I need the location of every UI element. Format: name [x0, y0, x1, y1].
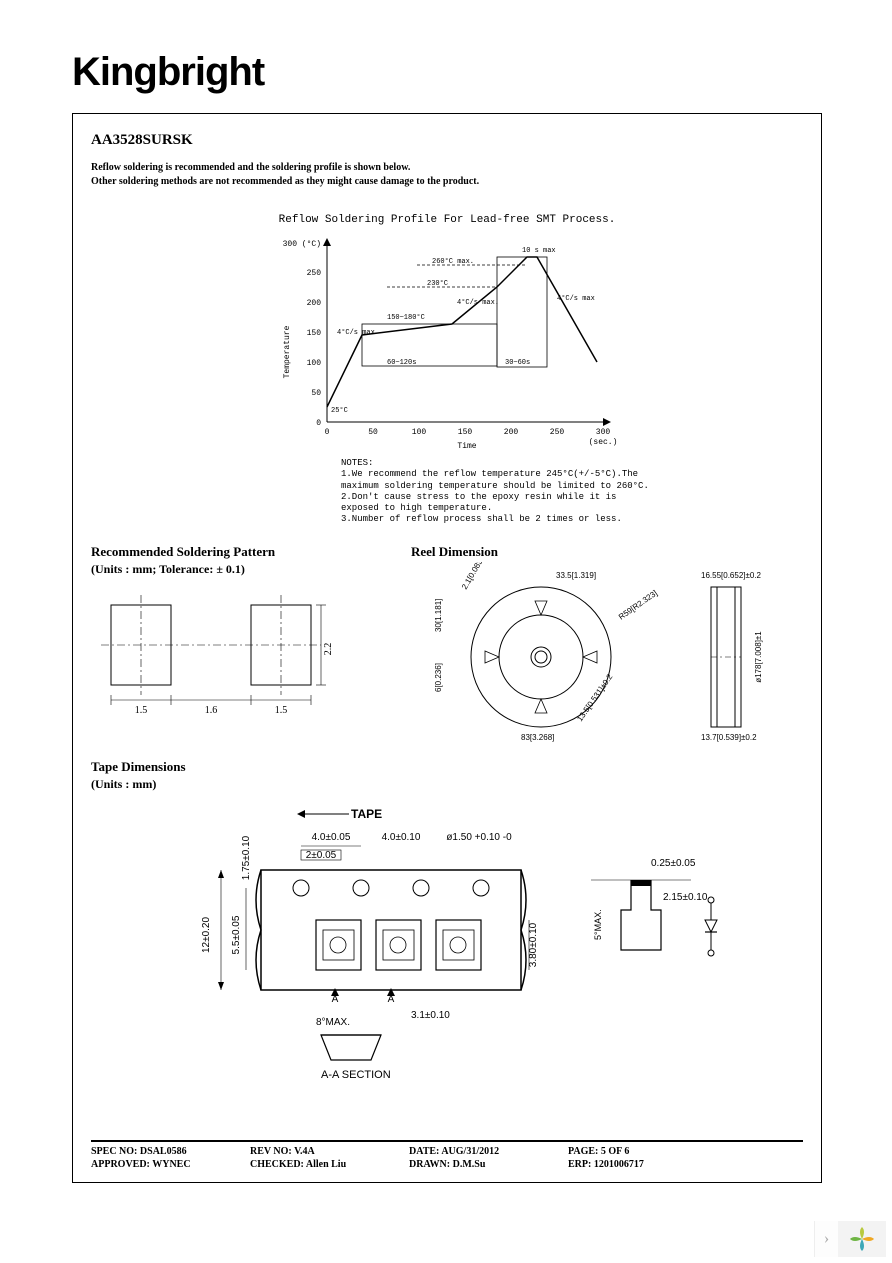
reel-dim-h: 13.5[0.531]±0.2	[575, 672, 615, 723]
reel-title: Reel Dimension	[411, 544, 803, 560]
reel-dim-g: ø178[7.008]±1	[754, 630, 763, 682]
ytick: 150	[307, 329, 322, 338]
dim-h: 2.2	[323, 642, 334, 655]
page-val: 5 OF 6	[601, 1146, 630, 1157]
spec-label: SPEC NO:	[91, 1146, 137, 1157]
ytick: 50	[311, 389, 321, 398]
anno-preheat-time: 60~120s	[387, 359, 416, 367]
reel-dim-a: 33.5[1.319]	[556, 571, 596, 580]
checked-val: Allen Liu	[306, 1159, 346, 1170]
date-val: AUG/31/2012	[441, 1146, 499, 1157]
soldering-drawing: 2.2 1.5 1.6 1.5	[91, 585, 351, 715]
tape-drawing: TAPE	[91, 800, 791, 1080]
xtick: 250	[550, 428, 565, 437]
xtick: 300	[596, 428, 611, 437]
y-unit: 300 (°C)	[283, 240, 321, 249]
tape-dim-w: 12±0.20	[201, 916, 212, 953]
rev-label: REV NO:	[250, 1146, 292, 1157]
notes-header: NOTES:	[341, 458, 651, 469]
ytick: 0	[316, 419, 321, 428]
tape-dim-p2: 4.0±0.05	[312, 832, 351, 843]
tape-label: TAPE	[351, 807, 382, 821]
anno-hold: 230°C	[427, 279, 448, 288]
ytick: 200	[307, 299, 322, 308]
erp-label: ERP:	[568, 1159, 591, 1170]
reel-dim-c: 2.1[0.083]±0.2	[460, 562, 494, 591]
part-number: AA3528SURSK	[91, 132, 803, 149]
x-unit: (sec.)	[589, 438, 618, 447]
tape-dim-p4: ø1.50 +0.10 -0	[446, 832, 512, 843]
date-label: DATE:	[409, 1146, 439, 1157]
soldering-subtitle: (Units : mm; Tolerance: ± 0.1)	[91, 562, 391, 577]
reel-section: Reel Dimension	[411, 544, 803, 747]
note-3: 3.Number of reflow process shall be 2 ti…	[341, 514, 651, 525]
reel-dim-d: 30[1.181]	[434, 598, 443, 631]
approved-val: WYNEC	[152, 1159, 190, 1170]
reel-dim-f: R59[R2.323]	[617, 588, 659, 621]
tape-title: Tape Dimensions	[91, 759, 803, 775]
tape-dim-k: 3.1±0.10	[411, 1010, 450, 1021]
reflow-notes: NOTES: 1.We recommend the reflow tempera…	[341, 458, 651, 526]
reel-dim-j: 13.7[0.539]±0.2	[701, 733, 757, 742]
reflow-chart: 0 50 100 150 200 250 300 (°C) 0 50 100 1…	[267, 232, 627, 452]
rev-val: V.4A	[294, 1146, 315, 1157]
erp-val: 1201006717	[594, 1159, 644, 1170]
intro-notes: Reflow soldering is recommended and the …	[91, 161, 803, 188]
intro-note-1: Reflow soldering is recommended and the …	[91, 161, 803, 175]
note-1: 1.We recommend the reflow temperature 24…	[341, 469, 651, 492]
dim-w1: 1.5	[135, 705, 148, 715]
tape-dim-p5: 2±0.05	[306, 850, 337, 861]
reel-dim-b: 16.55[0.652]±0.2	[701, 571, 762, 580]
drawn-label: DRAWN:	[409, 1159, 450, 1170]
tape-dim-t2: 2.15±0.10	[663, 892, 708, 903]
tape-dim-t3: 5°MAX.	[593, 909, 603, 940]
x-label: Time	[457, 442, 476, 451]
tape-section: Tape Dimensions (Units : mm) TAPE	[91, 759, 803, 1085]
anno-ramp1: 4°C/s max.	[457, 298, 499, 307]
drawn-val: D.M.Su	[453, 1159, 486, 1170]
checked-label: CHECKED:	[250, 1159, 304, 1170]
anno-ramp3: 4°C/s max	[557, 294, 595, 303]
intro-note-2: Other soldering methods are not recommen…	[91, 175, 803, 189]
viewer-logo-icon	[838, 1221, 886, 1257]
tape-subtitle: (Units : mm)	[91, 777, 803, 792]
reflow-chart-title: Reflow Soldering Profile For Lead-free S…	[91, 214, 803, 226]
tape-dim-f: 3.80±0.10	[528, 922, 539, 967]
tape-dim-p3: 4.0±0.10	[382, 832, 421, 843]
reel-dim-i: 83[3.268]	[521, 733, 554, 742]
footer: SPEC NO: DSAL0586 REV NO: V.4A DATE: AUG…	[91, 1140, 803, 1172]
tape-dim-p1: 1.75±0.10	[241, 835, 252, 880]
content-frame: AA3528SURSK Reflow soldering is recommen…	[72, 113, 822, 1183]
anno-start: 25°C	[331, 406, 348, 415]
page-label: PAGE:	[568, 1146, 598, 1157]
tape-dim-t1: 0.25±0.05	[651, 858, 696, 869]
dim-w2: 1.6	[205, 705, 218, 715]
anno-ramp2: 4°C/s max	[337, 328, 375, 337]
section-label: A-A SECTION	[321, 1069, 391, 1080]
xtick: 150	[458, 428, 473, 437]
note-2: 2.Don't cause stress to the epoxy resin …	[341, 492, 651, 515]
dim-w3: 1.5	[275, 705, 288, 715]
anno-reflow-time: 30~60s	[505, 359, 530, 367]
xtick: 100	[412, 428, 427, 437]
next-page-button[interactable]: ›	[814, 1221, 838, 1257]
anno-peak-time: 10 s max	[522, 247, 556, 255]
soldering-title: Recommended Soldering Pattern	[91, 544, 391, 560]
xtick: 0	[325, 428, 330, 437]
xtick: 50	[368, 428, 378, 437]
ytick: 250	[307, 269, 322, 278]
brand-logo: Kingbright	[72, 50, 822, 95]
tape-dim-ang: 8°MAX.	[316, 1017, 350, 1028]
anno-peak: 260°C max.	[432, 257, 474, 266]
reel-drawing: 33.5[1.319] 16.55[0.652]±0.2 2.1[0.083]±…	[411, 562, 791, 742]
spec-val: DSAL0586	[140, 1146, 187, 1157]
tape-dim-e: 5.5±0.05	[231, 915, 242, 954]
xtick: 200	[504, 428, 519, 437]
approved-label: APPROVED:	[91, 1159, 150, 1170]
y-label: Temperature	[283, 325, 292, 378]
anno-preheat: 150~180°C	[387, 313, 425, 322]
ytick: 100	[307, 359, 322, 368]
soldering-pattern-section: Recommended Soldering Pattern (Units : m…	[91, 544, 391, 747]
reel-dim-e: 6[0.236]	[434, 663, 443, 692]
